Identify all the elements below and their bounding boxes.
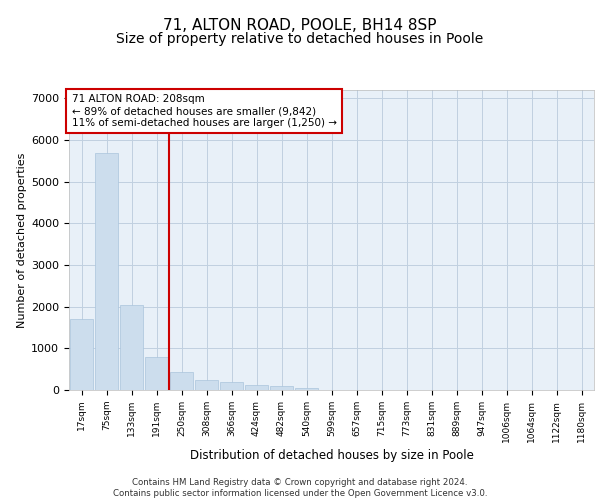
Bar — [195, 380, 218, 390]
Bar — [145, 356, 168, 390]
Y-axis label: Number of detached properties: Number of detached properties — [17, 152, 27, 328]
X-axis label: Distribution of detached houses by size in Poole: Distribution of detached houses by size … — [190, 449, 473, 462]
Text: Contains HM Land Registry data © Crown copyright and database right 2024.
Contai: Contains HM Land Registry data © Crown c… — [113, 478, 487, 498]
Bar — [270, 386, 293, 390]
Bar — [120, 304, 143, 390]
Bar — [245, 384, 268, 390]
Bar — [295, 388, 318, 390]
Text: 71, ALTON ROAD, POOLE, BH14 8SP: 71, ALTON ROAD, POOLE, BH14 8SP — [163, 18, 437, 32]
Bar — [170, 372, 193, 390]
Text: 71 ALTON ROAD: 208sqm
← 89% of detached houses are smaller (9,842)
11% of semi-d: 71 ALTON ROAD: 208sqm ← 89% of detached … — [71, 94, 337, 128]
Text: Size of property relative to detached houses in Poole: Size of property relative to detached ho… — [116, 32, 484, 46]
Bar — [70, 319, 93, 390]
Bar — [95, 152, 118, 390]
Bar — [220, 382, 243, 390]
